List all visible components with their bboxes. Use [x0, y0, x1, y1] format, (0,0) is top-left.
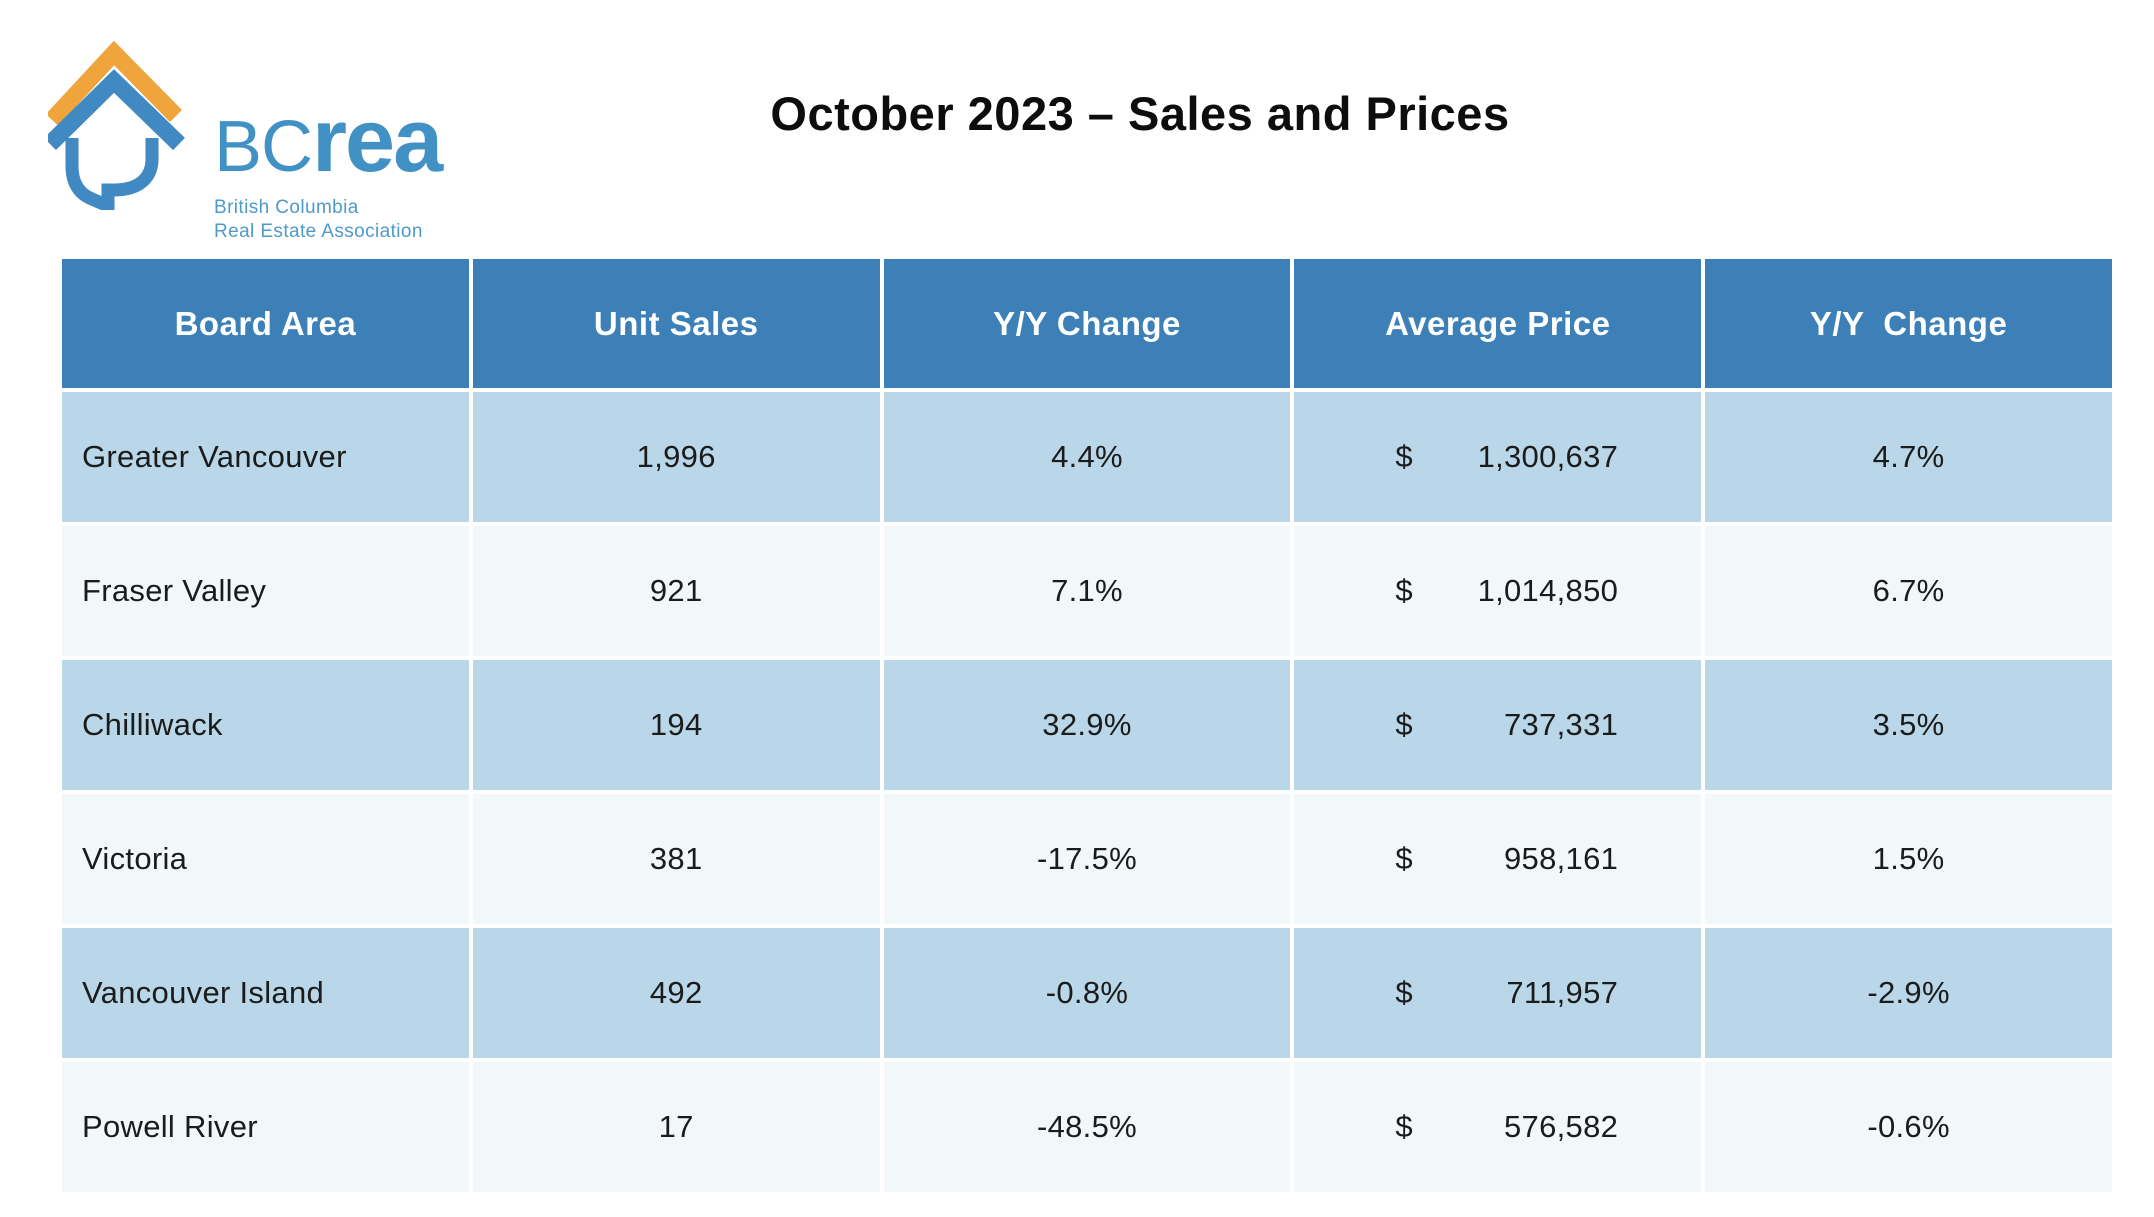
cell-average-price: $737,331	[1294, 660, 1702, 790]
cell-board-area: Victoria	[62, 794, 469, 924]
currency-symbol: $	[1395, 975, 1413, 1010]
cell-board-area: Chilliwack	[62, 660, 469, 790]
header-unit-sales: Unit Sales	[472, 259, 880, 388]
bcrea-wordmark: BCrea	[214, 96, 443, 187]
price-value: 576,582	[1504, 1109, 1619, 1144]
cell-average-price: $711,957	[1294, 928, 1702, 1058]
price-value: 737,331	[1504, 707, 1619, 742]
cell-unit-sales: 381	[472, 794, 880, 924]
bcrea-tagline: British Columbia Real Estate Association	[214, 196, 441, 245]
cell-yy-change-sales: 32.9%	[883, 660, 1291, 790]
cell-unit-sales: 194	[472, 660, 880, 790]
cell-average-price: $958,161	[1294, 794, 1702, 924]
table-row: Greater Vancouver 1,996 4.4% $1,300,637 4.7%	[62, 392, 2112, 522]
cell-unit-sales: 1,996	[472, 392, 880, 522]
cell-yy-change-price: -0.6%	[1705, 1062, 2112, 1192]
cell-yy-change-price: 3.5%	[1705, 660, 2112, 790]
cell-yy-change-sales: -48.5%	[883, 1062, 1291, 1192]
wordmark-bc: BC	[214, 107, 313, 187]
header-row: Board Area Unit Sales Y/Y Change Average…	[62, 259, 2112, 388]
table-row: Powell River 17 -48.5% $576,582 -0.6%	[62, 1062, 2112, 1192]
wordmark-rea: rea	[312, 91, 443, 191]
price-value: 1,014,850	[1477, 573, 1619, 608]
cell-average-price: $576,582	[1294, 1062, 1702, 1192]
cell-yy-change-price: 4.7%	[1705, 392, 2112, 522]
cell-unit-sales: 921	[472, 526, 880, 656]
logo-roof-orange	[48, 40, 183, 126]
sales-table-container: Board Area Unit Sales Y/Y Change Average…	[58, 255, 2116, 1196]
cell-unit-sales: 492	[472, 928, 880, 1058]
cell-yy-change-sales: -0.8%	[883, 928, 1291, 1058]
page-title: October 2023 – Sales and Prices	[770, 87, 1510, 140]
header-yy-change-price: Y/Y Change	[1705, 259, 2112, 388]
cell-board-area: Powell River	[62, 1062, 469, 1192]
cell-unit-sales: 17	[472, 1062, 880, 1192]
cell-board-area: Greater Vancouver	[62, 392, 469, 522]
table-row: Fraser Valley 921 7.1% $1,014,850 6.7%	[62, 526, 2112, 656]
tagline-line-1: British Columbia	[214, 197, 359, 218]
cell-average-price: $1,300,637	[1294, 392, 1702, 522]
bcrea-logo-text: BCrea British Columbia Real Estate Assoc…	[214, 96, 443, 245]
table-row: Victoria 381 -17.5% $958,161 1.5%	[62, 794, 2112, 924]
tagline-line-2: Real Estate Association	[214, 221, 423, 243]
cell-yy-change-price: 6.7%	[1705, 526, 2112, 656]
cell-yy-change-price: 1.5%	[1705, 794, 2112, 924]
cell-average-price: $1,014,850	[1294, 526, 1702, 656]
currency-symbol: $	[1395, 1109, 1413, 1144]
bcrea-logo-icon	[48, 40, 185, 210]
price-value: 1,300,637	[1477, 439, 1619, 474]
currency-symbol: $	[1395, 573, 1413, 608]
header-board-area: Board Area	[62, 259, 469, 388]
currency-symbol: $	[1395, 439, 1413, 474]
price-value: 711,957	[1506, 975, 1619, 1010]
header-yy-change-sales: Y/Y Change	[883, 259, 1291, 388]
cell-yy-change-sales: 4.4%	[883, 392, 1291, 522]
logo-roof-blue	[48, 69, 185, 151]
cell-yy-change-sales: 7.1%	[883, 526, 1291, 656]
table-row: Chilliwack 194 32.9% $737,331 3.5%	[62, 660, 2112, 790]
currency-symbol: $	[1395, 707, 1413, 742]
cell-yy-change-price: -2.9%	[1705, 928, 2112, 1058]
currency-symbol: $	[1395, 841, 1413, 876]
sales-table-header: Board Area Unit Sales Y/Y Change Average…	[62, 259, 2112, 388]
sales-table: Board Area Unit Sales Y/Y Change Average…	[58, 255, 2116, 1196]
header-average-price: Average Price	[1294, 259, 1702, 388]
logo-speech-bubble	[65, 138, 159, 210]
cell-yy-change-sales: -17.5%	[883, 794, 1291, 924]
table-row: Vancouver Island 492 -0.8% $711,957 -2.9%	[62, 928, 2112, 1058]
cell-board-area: Vancouver Island	[62, 928, 469, 1058]
sales-table-body: Greater Vancouver 1,996 4.4% $1,300,637 4.7%…	[62, 392, 2112, 1192]
cell-board-area: Fraser Valley	[62, 526, 469, 656]
price-value: 958,161	[1504, 841, 1619, 876]
